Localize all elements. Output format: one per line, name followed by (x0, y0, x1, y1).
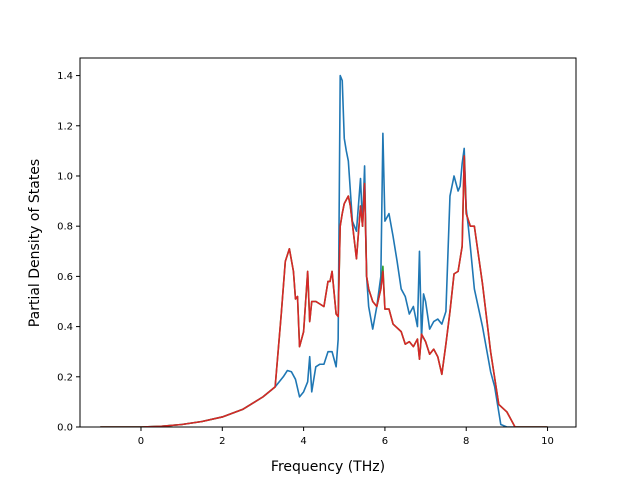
y-tick-label: 1.0 (57, 171, 73, 182)
y-tick-label: 0.0 (57, 423, 73, 434)
y-tick-label: 1.2 (57, 121, 73, 132)
series-layer (100, 74, 548, 427)
x-tick-label: 8 (463, 436, 469, 447)
x-tick-label: 0 (138, 436, 144, 447)
y-axis: 0.0 0.2 0.4 0.6 0.8 1.0 1.2 1.4 (57, 71, 80, 434)
axes-frame (79, 57, 577, 428)
y-tick-label: 1.4 (57, 71, 73, 82)
y-tick-label: 0.4 (57, 322, 73, 333)
x-tick-label: 4 (300, 436, 306, 447)
x-axis: 0 2 4 6 8 10 (138, 427, 554, 447)
y-tick-label: 0.2 (57, 372, 73, 383)
y-tick-label: 0.6 (57, 272, 73, 283)
x-axis-label: Frequency (THz) (271, 459, 385, 475)
y-axis-label: Partial Density of States (27, 159, 43, 327)
x-tick-label: 10 (541, 436, 554, 447)
x-tick-label: 2 (219, 436, 225, 447)
x-tick-label: 6 (382, 436, 388, 447)
series-line-2 (100, 155, 548, 427)
y-tick-label: 0.8 (57, 222, 73, 233)
